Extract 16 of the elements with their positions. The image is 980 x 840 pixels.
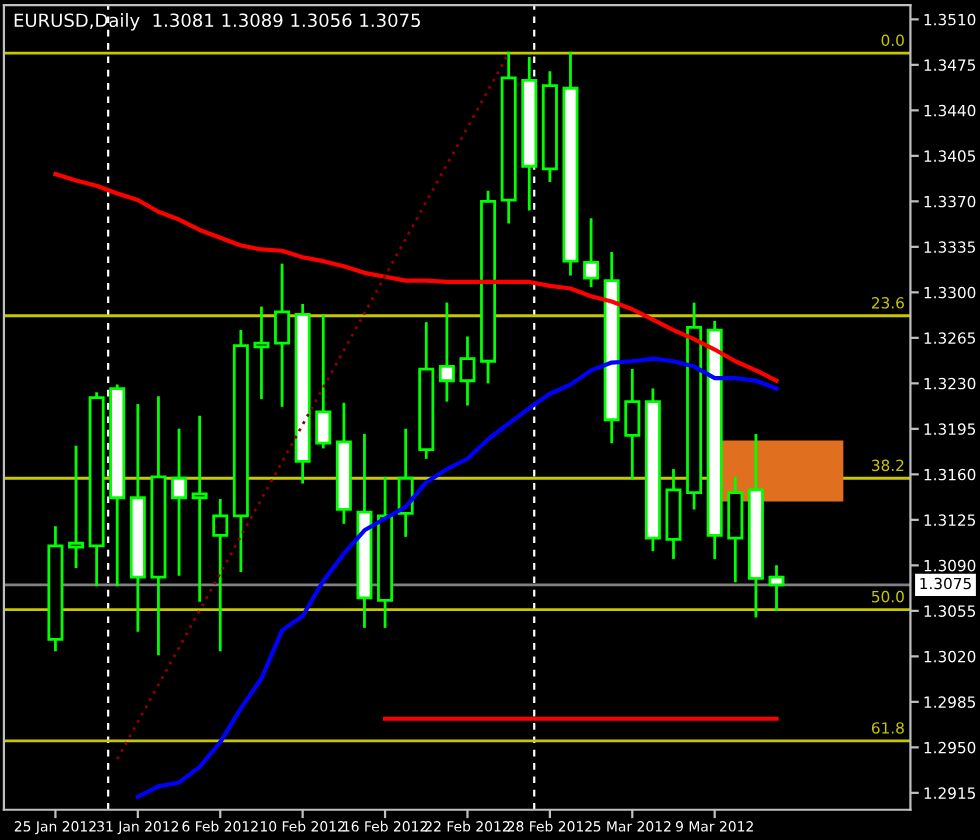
candlestick bbox=[768, 565, 785, 611]
candlestick bbox=[438, 302, 455, 402]
candlestick bbox=[459, 336, 476, 406]
candlestick bbox=[212, 498, 229, 652]
candlestick bbox=[624, 368, 641, 480]
candlestick bbox=[68, 445, 85, 569]
candlestick bbox=[727, 476, 744, 583]
line-series bbox=[53, 171, 779, 383]
line-series bbox=[135, 356, 779, 799]
chart-title: EURUSD,Daily 1.3081 1.3089 1.3056 1.3075 bbox=[14, 13, 420, 31]
candlestick bbox=[171, 428, 188, 576]
candlestick bbox=[191, 415, 208, 602]
candlestick bbox=[274, 263, 291, 407]
candlestick bbox=[253, 306, 270, 400]
candlestick bbox=[315, 314, 332, 449]
candlestick bbox=[583, 218, 600, 288]
